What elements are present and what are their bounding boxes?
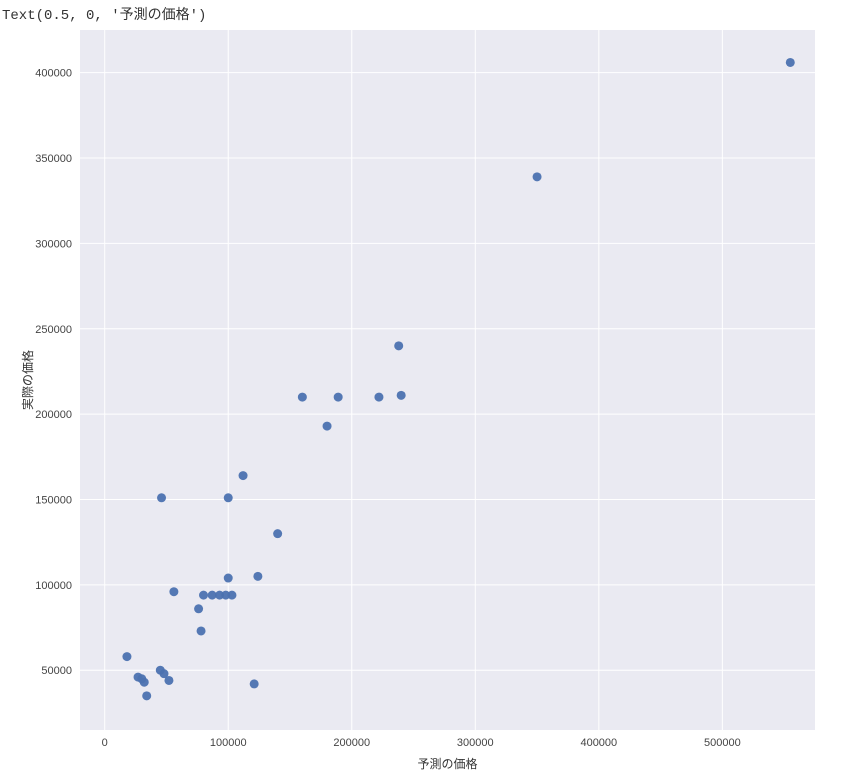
data-point bbox=[157, 493, 166, 502]
data-point bbox=[298, 393, 307, 402]
data-point bbox=[273, 529, 282, 538]
data-point bbox=[227, 591, 236, 600]
data-point bbox=[122, 652, 131, 661]
x-tick-label: 200000 bbox=[333, 737, 370, 749]
y-tick-label: 250000 bbox=[35, 324, 72, 336]
y-tick-label: 350000 bbox=[35, 153, 72, 165]
data-point bbox=[253, 572, 262, 581]
data-point bbox=[224, 574, 233, 583]
data-point bbox=[194, 604, 203, 613]
data-point bbox=[140, 678, 149, 687]
y-tick-label: 100000 bbox=[35, 580, 72, 592]
data-point bbox=[394, 341, 403, 350]
x-tick-label: 100000 bbox=[210, 737, 247, 749]
y-axis-label: 実際の価格 bbox=[20, 350, 35, 410]
data-point bbox=[374, 393, 383, 402]
data-point bbox=[239, 471, 248, 480]
data-point bbox=[323, 422, 332, 431]
data-point bbox=[197, 626, 206, 635]
y-tick-label: 150000 bbox=[35, 495, 72, 507]
data-point bbox=[533, 172, 542, 181]
data-point bbox=[334, 393, 343, 402]
data-point bbox=[397, 391, 406, 400]
y-tick-label: 400000 bbox=[35, 68, 72, 80]
data-point bbox=[169, 587, 178, 596]
x-axis-label: 予測の価格 bbox=[417, 756, 477, 771]
y-tick-label: 50000 bbox=[41, 665, 72, 677]
x-tick-label: 400000 bbox=[580, 737, 617, 749]
y-tick-label: 200000 bbox=[35, 409, 72, 421]
data-point bbox=[224, 493, 233, 502]
data-point bbox=[142, 691, 151, 700]
data-point bbox=[164, 676, 173, 685]
scatter-chart: 0 100000 200000 300000 400000 500000 50000 1000… bbox=[0, 0, 842, 779]
data-point bbox=[250, 679, 259, 688]
x-tick-label: 0 bbox=[102, 737, 108, 749]
data-point bbox=[199, 591, 208, 600]
x-tick-label: 300000 bbox=[457, 737, 494, 749]
x-tick-label: 500000 bbox=[704, 737, 741, 749]
y-tick-label: 300000 bbox=[35, 238, 72, 250]
data-point bbox=[786, 58, 795, 67]
